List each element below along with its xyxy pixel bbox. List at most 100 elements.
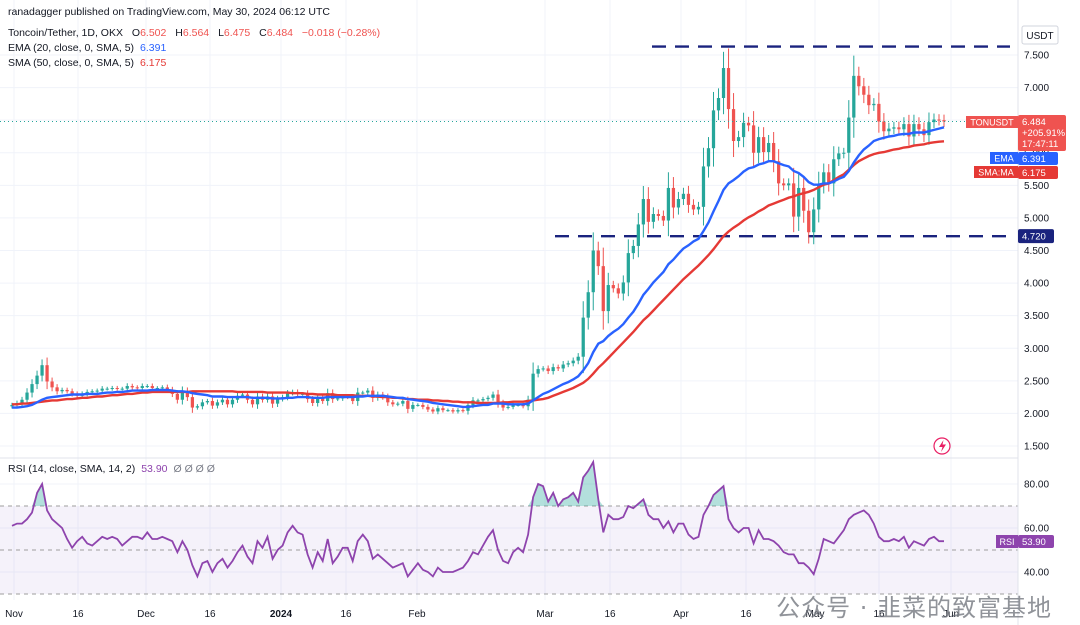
price-levels (555, 45, 1010, 238)
candle-body (521, 404, 525, 407)
candle-body (165, 387, 169, 390)
candle-body (817, 184, 821, 210)
candle-body (917, 124, 921, 130)
candle-body (897, 127, 901, 130)
candle-body (65, 389, 69, 392)
candle-body (446, 410, 450, 412)
sma-legend[interactable]: SMA (50, close, 0, SMA, 5) 6.175 (8, 57, 166, 69)
candle-body (451, 410, 455, 412)
rsi-badge-value: 53.90 (1022, 537, 1046, 548)
candle-body (822, 172, 826, 185)
candle-body (877, 103, 881, 122)
candle-body (566, 363, 570, 365)
rsi-legend[interactable]: RSI (14, close, SMA, 14, 2) 53.90 Ø Ø Ø Ø (8, 463, 215, 475)
lightning-icon[interactable] (933, 437, 951, 455)
y-tick-label: 4.000 (1024, 279, 1049, 290)
candle-body (180, 391, 184, 400)
candle-body (661, 215, 666, 221)
candle-body (105, 388, 109, 390)
support-badge: 4.720 (1018, 229, 1054, 244)
x-tick-label: Dec (137, 609, 155, 620)
rsi-overbought-fill (32, 462, 729, 506)
candle-body (396, 403, 400, 405)
x-tick-label: Apr (673, 609, 689, 620)
candle-body (250, 399, 255, 405)
candle-body (461, 410, 465, 412)
ema-badge: EMA 6.391 (990, 152, 1058, 165)
candle-body (766, 142, 771, 153)
candle-body (656, 214, 661, 216)
rsi-axis[interactable]: 80.00 60.00 40.00 (1024, 480, 1049, 579)
watermark: 公众号 · 韭菜的致富基地 (776, 594, 1052, 622)
candle-body (481, 399, 485, 401)
candle-body (621, 282, 625, 294)
candle-body (797, 187, 801, 217)
candle-body (857, 75, 861, 87)
candle-body (426, 406, 430, 410)
candle-body (787, 183, 791, 186)
last-price-badge: TONUSDT 6.484 +205.91% 17:47:11 (966, 115, 1066, 151)
y-tick-label: 2.500 (1024, 376, 1049, 387)
candle-body (501, 402, 505, 408)
ema-badge-tag: EMA (994, 154, 1014, 164)
candle-body (70, 391, 74, 394)
symbol-ohlc-line: Toncoin/Tether, 1D, OKX O6.502 H6.564 L6… (8, 27, 380, 39)
candle-body (792, 183, 796, 217)
candle-body (316, 397, 320, 403)
candle-body (371, 390, 375, 398)
candle-body (867, 94, 871, 106)
candle-body (486, 397, 490, 400)
candle-body (45, 365, 49, 382)
time-axis[interactable]: Nov 16 Dec 16 2024 16 Feb Mar 16 Apr 16 May 16 Jun (5, 609, 959, 620)
candle-body (431, 409, 435, 412)
x-tick-label: 16 (72, 609, 84, 620)
candle-body (571, 360, 575, 364)
candle-body (626, 253, 630, 283)
candle-body (491, 394, 495, 398)
candle-body (892, 127, 896, 129)
candle-body (311, 399, 315, 403)
rsi-badge-tag: RSI (999, 537, 1014, 547)
currency-selector[interactable]: USDT (1021, 25, 1059, 45)
candle-body (285, 393, 290, 398)
candle-body (596, 250, 600, 267)
candle-body (456, 410, 460, 412)
candle-body (721, 68, 726, 99)
y-tick-label: 4.500 (1024, 246, 1049, 257)
candle-body (506, 406, 510, 408)
candle-body (807, 210, 811, 233)
candle-body (601, 266, 605, 312)
candle-body (611, 285, 615, 289)
last-price-value: 6.484 (1022, 117, 1046, 128)
candle-body (827, 172, 831, 184)
candle-body (586, 292, 590, 318)
candle-body (631, 245, 635, 254)
ema-20-line (12, 126, 945, 409)
candle-body (125, 386, 129, 389)
candle-body (736, 137, 741, 142)
rsi-tick-label: 80.00 (1024, 480, 1049, 491)
symbol-title[interactable]: Toncoin/Tether, 1D, OKX (8, 27, 123, 39)
candle-body (937, 119, 941, 121)
grid (0, 0, 1018, 600)
candle-body (50, 381, 54, 388)
candle-body (190, 397, 195, 408)
close-value: 6.484 (267, 27, 293, 39)
candle-body (205, 401, 210, 403)
candle-body (391, 402, 395, 405)
candle-body (551, 367, 555, 372)
x-tick-label: 16 (604, 609, 616, 620)
candle-body (215, 402, 220, 406)
candle-body (436, 408, 440, 412)
ema-legend[interactable]: EMA (20, close, 0, SMA, 5) 6.391 (8, 42, 166, 54)
candle-body (476, 400, 480, 402)
y-tick-label: 7.500 (1024, 51, 1049, 62)
candle-body (546, 368, 550, 372)
y-tick-label: 7.000 (1024, 83, 1049, 94)
candle-body (110, 388, 114, 390)
candle-body (782, 183, 786, 186)
y-tick-label: 3.500 (1024, 311, 1049, 322)
candle-body (716, 98, 721, 111)
